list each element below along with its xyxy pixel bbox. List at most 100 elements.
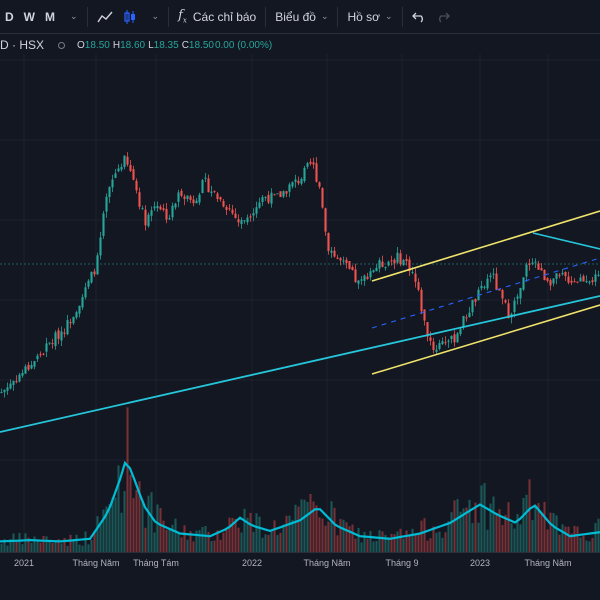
chart-type-candles-button[interactable] — [118, 0, 142, 34]
volume-bar — [405, 530, 408, 552]
candle-body — [453, 334, 456, 343]
volume-bar — [423, 518, 426, 552]
volume-bar — [381, 531, 384, 552]
candle-body — [141, 208, 144, 210]
line-chart-icon — [96, 11, 113, 22]
candle-body — [414, 273, 417, 282]
volume-bar — [123, 491, 126, 552]
volume-bar — [0, 543, 3, 552]
volume-bar — [36, 539, 39, 552]
x-tick-label: Tháng Năm — [72, 558, 120, 568]
volume-bar — [570, 533, 573, 552]
candle-body — [18, 374, 21, 382]
volume-bar — [447, 521, 450, 552]
volume-bar — [549, 512, 552, 552]
channel-lower-line[interactable] — [371, 304, 600, 375]
candle-body — [264, 196, 267, 198]
volume-bar — [237, 527, 240, 552]
candle-body — [471, 299, 474, 313]
volume-bar — [486, 529, 489, 552]
candle-body — [339, 258, 342, 261]
volume-bar — [477, 522, 480, 552]
interval-dropdown[interactable]: ⌄ — [60, 0, 83, 34]
candle-body — [75, 312, 78, 318]
candle-body — [516, 296, 519, 299]
candle-body — [465, 317, 468, 319]
volume-bar — [135, 490, 138, 552]
candle-body — [336, 257, 339, 259]
volume-bar — [153, 532, 156, 552]
candle-body — [408, 259, 411, 272]
candle-body — [51, 343, 54, 345]
volume-bar — [240, 532, 243, 552]
volume-bar — [501, 524, 504, 552]
candle-body — [33, 361, 36, 367]
layout-button[interactable]: Biểu đồ ⌄ — [270, 0, 333, 34]
volume-bar — [288, 515, 291, 552]
candle-body — [297, 180, 300, 184]
volume-bar — [504, 515, 507, 552]
candle-body — [462, 315, 465, 328]
chart-type-line-button[interactable] — [92, 0, 118, 34]
volume-bar — [225, 527, 228, 552]
time-axis[interactable]: 2021 Tháng Năm Tháng Tám 2022 Tháng Năm … — [0, 552, 600, 600]
volume-bar — [393, 534, 396, 552]
profile-button[interactable]: Hồ sơ ⌄ — [342, 0, 397, 34]
volume-bar — [12, 533, 15, 552]
candle-body — [570, 280, 573, 283]
volume-bar — [450, 512, 453, 552]
candle-body — [468, 312, 471, 318]
volume-bar — [228, 517, 231, 552]
short-trendline[interactable] — [532, 232, 600, 250]
volume-bar — [267, 534, 270, 552]
volume-bar — [459, 511, 462, 552]
volume-bar — [9, 539, 12, 552]
undo-button[interactable] — [407, 0, 431, 34]
volume-bar — [33, 536, 36, 552]
candle-body — [177, 192, 180, 202]
interval-d-button[interactable]: D — [5, 9, 14, 24]
candle-body — [255, 207, 258, 214]
channel-mid-line[interactable] — [371, 257, 600, 329]
interval-m-button[interactable]: M — [45, 9, 55, 24]
symbol-title[interactable]: D · HSX — [0, 38, 45, 52]
candle-body — [324, 208, 327, 232]
volume-bar — [66, 545, 69, 552]
candle-body — [537, 263, 540, 270]
candle-body — [360, 279, 363, 281]
candle-body — [147, 214, 150, 227]
candle-body — [210, 191, 213, 193]
volume-bar — [234, 519, 237, 552]
channel-upper-line[interactable] — [371, 210, 600, 282]
redo-button[interactable] — [431, 0, 455, 34]
chart-type-dropdown[interactable]: ⌄ — [142, 0, 165, 34]
status-dot-icon — [58, 41, 66, 49]
volume-bar — [285, 515, 288, 552]
candle-body — [444, 342, 447, 344]
candle-body — [567, 276, 570, 283]
candle-body — [252, 213, 255, 216]
candle-body — [42, 353, 45, 355]
price-chart[interactable] — [0, 54, 600, 552]
volume-bar — [183, 525, 186, 552]
candle-body — [450, 336, 453, 339]
volume-bar — [411, 528, 414, 552]
candle-body — [168, 218, 171, 220]
candle-body — [150, 210, 153, 216]
volume-bar — [483, 482, 486, 552]
volume-bar — [528, 479, 531, 552]
candle-body — [426, 322, 429, 337]
candle-body — [159, 206, 162, 210]
candle-body — [438, 343, 441, 350]
candle-body — [480, 285, 483, 289]
interval-w-button[interactable]: W — [23, 9, 35, 24]
volume-bar — [42, 535, 45, 552]
candle-body — [504, 300, 507, 303]
candle-body — [222, 200, 225, 207]
volume-bar — [495, 512, 498, 552]
indicators-button[interactable]: fx Các chỉ báo — [173, 0, 261, 34]
volume-bar — [525, 494, 528, 552]
long-trendline[interactable] — [0, 295, 600, 433]
candle-body — [198, 194, 201, 203]
volume-bar — [165, 529, 168, 552]
